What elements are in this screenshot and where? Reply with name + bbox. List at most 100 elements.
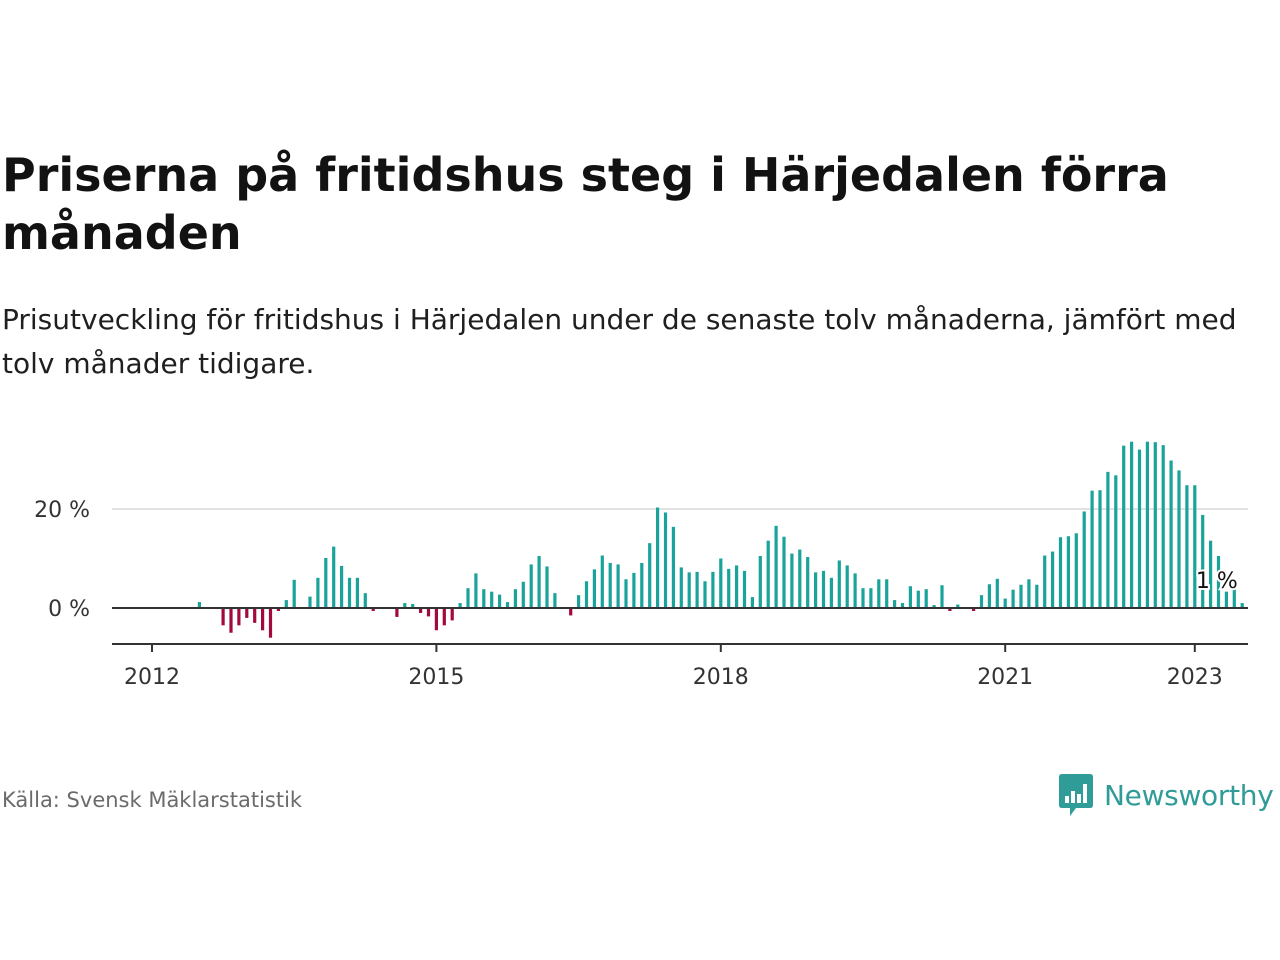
bar bbox=[948, 608, 952, 611]
bar bbox=[900, 603, 905, 608]
bar bbox=[1019, 584, 1023, 608]
bar bbox=[513, 589, 517, 608]
bar bbox=[1098, 490, 1102, 608]
bar bbox=[332, 546, 336, 608]
x-tick-label: 2018 bbox=[693, 665, 749, 690]
bar bbox=[340, 565, 344, 608]
bar bbox=[908, 586, 912, 608]
bar bbox=[545, 566, 549, 608]
bar bbox=[308, 596, 312, 608]
bar bbox=[663, 512, 668, 608]
bar bbox=[261, 608, 265, 631]
bar bbox=[442, 608, 446, 626]
bar bbox=[1051, 551, 1055, 608]
bar bbox=[648, 543, 652, 608]
bar bbox=[806, 557, 810, 608]
bar bbox=[687, 572, 691, 608]
bar bbox=[695, 571, 699, 608]
bar bbox=[624, 579, 628, 608]
bar bbox=[1240, 603, 1244, 608]
bar bbox=[1169, 460, 1173, 608]
bar bbox=[363, 593, 367, 608]
bar bbox=[253, 608, 257, 623]
bar bbox=[450, 608, 454, 621]
bar bbox=[1209, 540, 1213, 608]
bar bbox=[529, 564, 533, 608]
bar bbox=[1027, 579, 1031, 608]
bar bbox=[1043, 555, 1047, 608]
bar bbox=[553, 593, 557, 608]
newsworthy-logo: Newsworthy bbox=[1058, 772, 1274, 818]
bar bbox=[679, 567, 683, 608]
bar bbox=[995, 578, 999, 608]
bar bbox=[979, 595, 984, 608]
bar bbox=[1130, 441, 1134, 608]
bar bbox=[490, 591, 494, 608]
bar bbox=[482, 589, 486, 608]
bar bbox=[221, 608, 225, 626]
bar bbox=[893, 600, 897, 608]
bar bbox=[1232, 586, 1236, 608]
bar bbox=[877, 579, 881, 608]
bar bbox=[750, 597, 754, 608]
bar bbox=[956, 604, 960, 608]
bar bbox=[569, 608, 573, 616]
bar bbox=[814, 572, 818, 608]
bar bbox=[885, 579, 889, 608]
bar bbox=[268, 608, 273, 638]
bar bbox=[703, 581, 707, 608]
bar bbox=[766, 540, 770, 608]
x-tick-label: 2023 bbox=[1167, 665, 1223, 690]
bar bbox=[466, 588, 470, 608]
bar bbox=[640, 562, 644, 608]
source-note: Källa: Svensk Mäklarstatistik bbox=[2, 788, 303, 812]
y-tick-label: 20 % bbox=[34, 498, 90, 523]
bar bbox=[727, 568, 731, 608]
bar bbox=[932, 605, 936, 608]
bar bbox=[276, 608, 280, 611]
bar bbox=[1011, 589, 1015, 608]
bar bbox=[292, 579, 296, 608]
bar bbox=[229, 608, 233, 633]
bar bbox=[474, 573, 478, 608]
bar bbox=[498, 594, 502, 608]
bar bbox=[616, 564, 620, 608]
bar bbox=[1058, 537, 1063, 608]
bar bbox=[656, 507, 660, 608]
bar bbox=[600, 555, 604, 608]
bar bbox=[632, 572, 636, 608]
bar bbox=[790, 553, 794, 608]
last-value-label: 1 % bbox=[1196, 569, 1238, 594]
bar bbox=[1090, 490, 1094, 608]
bar bbox=[1137, 449, 1142, 608]
bar bbox=[837, 560, 841, 608]
bar bbox=[1185, 485, 1189, 608]
bar bbox=[861, 588, 865, 608]
x-tick-label: 2015 bbox=[408, 665, 464, 690]
chart-subtitle: Prisutveckling för fritidshus i Härjedal… bbox=[2, 303, 1237, 380]
bar bbox=[1074, 533, 1078, 608]
bar bbox=[411, 604, 415, 608]
bar bbox=[821, 570, 826, 608]
bar bbox=[1216, 556, 1221, 608]
bar bbox=[1193, 485, 1197, 608]
bar bbox=[426, 608, 431, 617]
bar bbox=[245, 608, 249, 618]
bar bbox=[577, 595, 581, 608]
bar bbox=[1106, 471, 1110, 608]
bar bbox=[371, 608, 375, 611]
bar bbox=[347, 577, 352, 608]
bar bbox=[419, 608, 423, 613]
bar bbox=[434, 608, 438, 631]
bar bbox=[972, 608, 976, 611]
bar bbox=[537, 556, 541, 608]
bar bbox=[1003, 598, 1007, 608]
bar bbox=[403, 603, 407, 608]
bar bbox=[853, 573, 857, 608]
bar bbox=[774, 525, 778, 608]
bar bbox=[395, 608, 399, 617]
bar bbox=[355, 577, 359, 608]
bar bbox=[829, 577, 833, 608]
bar bbox=[742, 570, 747, 608]
bar bbox=[505, 602, 510, 608]
